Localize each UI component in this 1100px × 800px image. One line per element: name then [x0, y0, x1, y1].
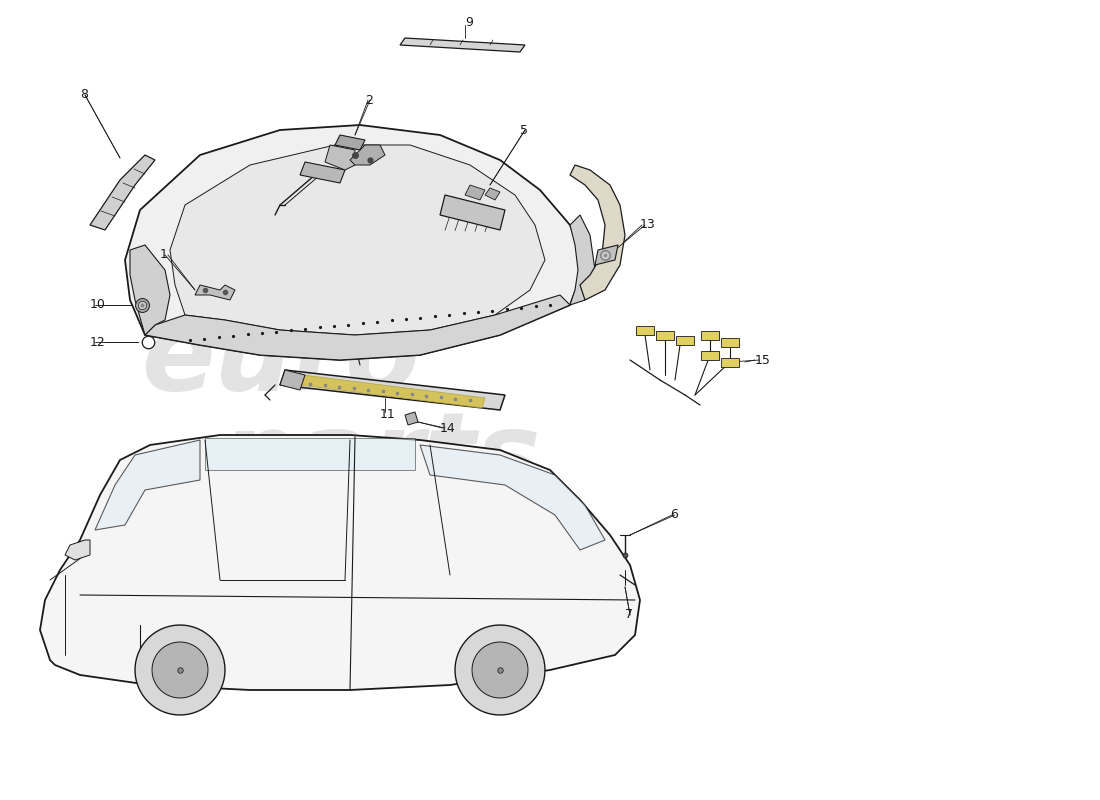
Text: parts: parts [220, 407, 540, 513]
Polygon shape [656, 330, 674, 339]
Text: 12: 12 [90, 335, 106, 349]
Text: 8: 8 [80, 89, 88, 102]
Polygon shape [135, 625, 226, 715]
Polygon shape [90, 155, 155, 230]
Polygon shape [205, 438, 415, 470]
Polygon shape [405, 412, 418, 425]
Polygon shape [195, 285, 235, 300]
Polygon shape [485, 188, 501, 200]
Polygon shape [701, 330, 719, 339]
Polygon shape [300, 162, 345, 183]
Polygon shape [465, 185, 485, 200]
Polygon shape [570, 165, 625, 300]
Polygon shape [324, 145, 355, 170]
Polygon shape [130, 245, 170, 335]
Polygon shape [595, 245, 618, 265]
Text: euro: euro [141, 307, 419, 413]
Text: 6: 6 [670, 509, 678, 522]
Polygon shape [125, 125, 585, 360]
Text: 10: 10 [90, 298, 106, 311]
Polygon shape [420, 445, 605, 550]
Polygon shape [676, 335, 694, 345]
Polygon shape [440, 195, 505, 230]
Polygon shape [152, 642, 208, 698]
Polygon shape [636, 326, 654, 334]
Text: 11: 11 [379, 409, 396, 422]
Polygon shape [145, 295, 570, 360]
Polygon shape [400, 38, 525, 52]
Polygon shape [40, 435, 640, 690]
Polygon shape [472, 642, 528, 698]
Text: 14: 14 [440, 422, 455, 434]
Polygon shape [455, 625, 544, 715]
Text: 5: 5 [520, 123, 528, 137]
Polygon shape [701, 350, 719, 359]
Polygon shape [280, 370, 505, 410]
Polygon shape [280, 370, 305, 390]
Polygon shape [170, 145, 544, 335]
Polygon shape [720, 338, 739, 346]
Text: 7: 7 [625, 609, 632, 622]
Text: 13: 13 [640, 218, 656, 231]
Text: 15: 15 [755, 354, 771, 366]
Polygon shape [350, 145, 385, 165]
Polygon shape [95, 440, 200, 530]
Text: 9: 9 [465, 15, 473, 29]
Polygon shape [336, 135, 365, 150]
Polygon shape [720, 358, 739, 366]
Text: 2: 2 [365, 94, 373, 106]
Polygon shape [300, 375, 485, 408]
Text: 1: 1 [160, 249, 168, 262]
Polygon shape [570, 215, 595, 305]
Text: a passion for parts since 1985: a passion for parts since 1985 [421, 503, 619, 557]
Polygon shape [65, 540, 90, 560]
